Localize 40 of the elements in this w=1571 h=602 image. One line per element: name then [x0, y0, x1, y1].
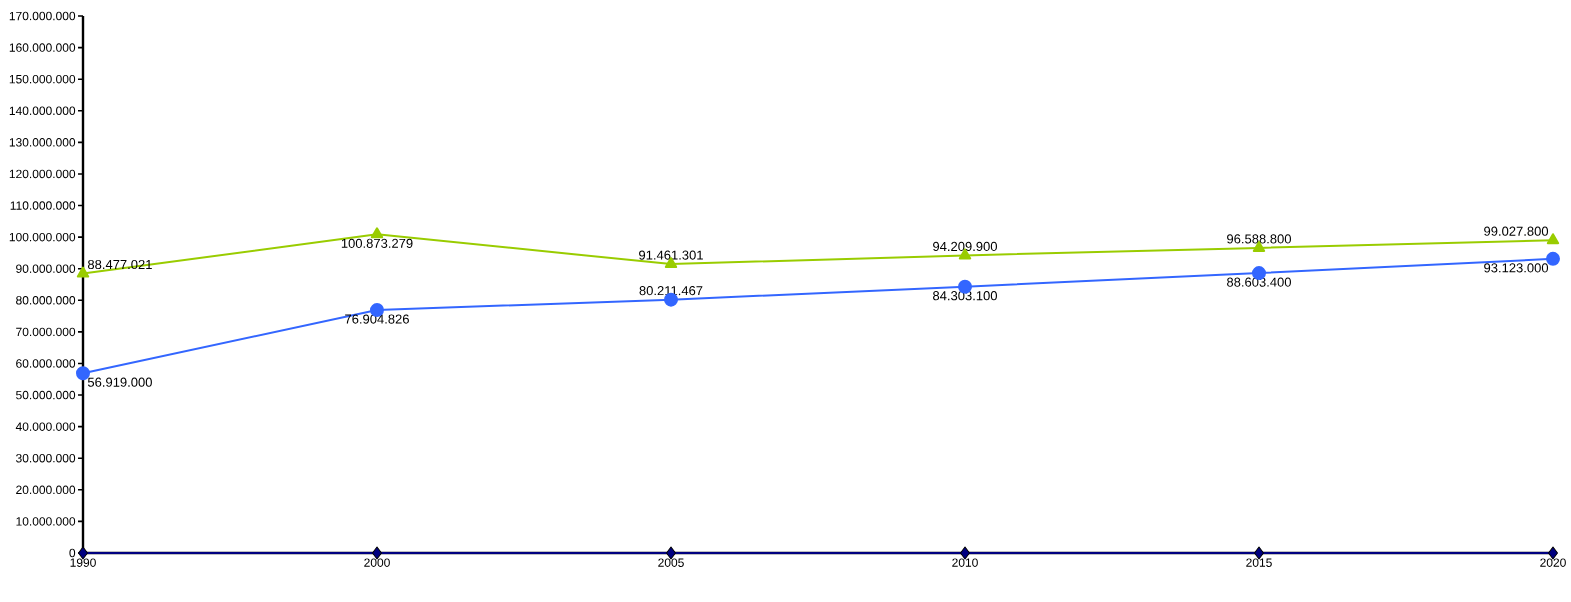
data-label: 56.919.000: [87, 377, 152, 387]
x-tick-label: 2015: [1246, 558, 1272, 567]
y-tick-label: 160.000.000: [9, 43, 76, 52]
y-tick-label: 0: [69, 548, 76, 558]
y-tick-label: 120.000.000: [9, 169, 76, 179]
data-label: 91.461.301: [639, 250, 703, 260]
point: [1546, 233, 1560, 245]
y-tick-label: 80.000.000: [16, 296, 76, 305]
y-tick-label: 30.000.000: [16, 453, 76, 463]
y-tick-label: 10.000.000: [16, 517, 76, 526]
data-label: 84.303.100: [933, 291, 997, 301]
data-label: 96.588.800: [1227, 234, 1291, 244]
data-label: 88.477.021: [87, 259, 152, 270]
x-tick-label: 1990: [70, 558, 96, 567]
y-tick-label: 100.000.000: [9, 232, 76, 242]
x-tick-label: 2005: [658, 558, 684, 567]
y-tick-label: 110.000.000: [10, 201, 76, 210]
data-label: 76.904.826: [345, 314, 409, 324]
y-tick-label: 90.000.000: [16, 264, 76, 273]
y-tick-label: 130.000.000: [9, 138, 76, 147]
data-label: 93.123.000: [1484, 263, 1549, 273]
x-tick-label: 2000: [364, 558, 390, 567]
y-tick-label: 60.000.000: [16, 359, 76, 368]
data-label: 100.873.279: [341, 238, 413, 248]
x-tick-label: 2020: [1540, 558, 1566, 567]
data-label: 94.209.900: [933, 241, 997, 252]
data-label: 99.027.800: [1484, 226, 1549, 236]
point: [76, 266, 90, 278]
y-tick-label: 20.000.000: [16, 485, 76, 495]
y-tick-label: 150.000.000: [9, 74, 76, 84]
y-tick-label: 40.000.000: [15, 422, 76, 431]
y-tick-label: 170.000.000: [9, 11, 76, 21]
x-tick-label: 2010: [952, 558, 978, 567]
y-tick-label: 140.000.000: [9, 106, 76, 116]
data-label: 88.603.400: [1227, 277, 1291, 287]
data-label: 80.211.467: [639, 286, 703, 296]
point: [76, 366, 90, 381]
y-tick-label: 70.000.000: [16, 327, 76, 337]
y-tick-label: 50.000.000: [16, 390, 76, 400]
point: [370, 227, 384, 239]
